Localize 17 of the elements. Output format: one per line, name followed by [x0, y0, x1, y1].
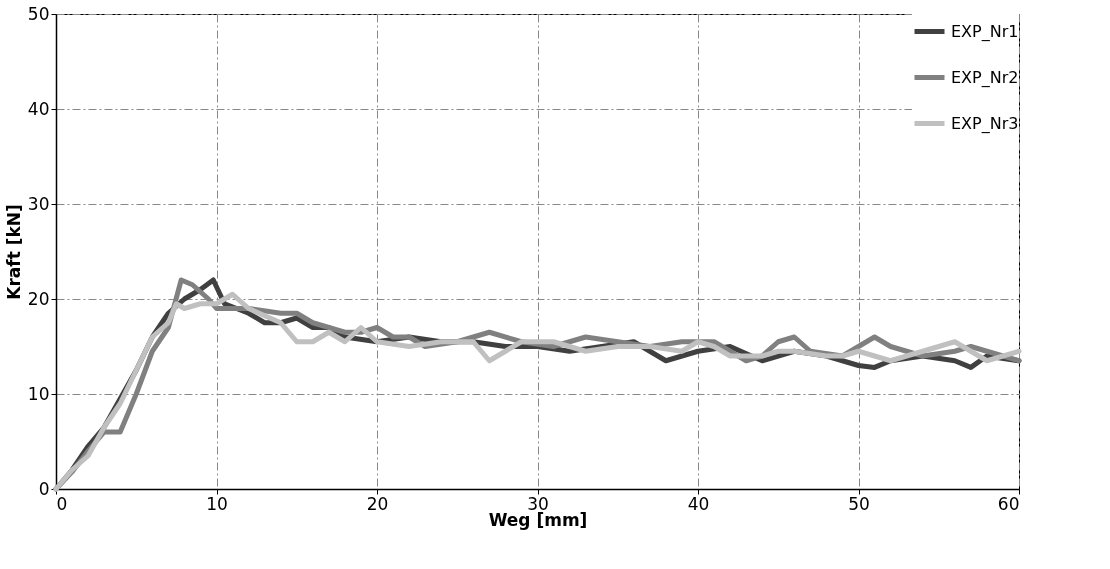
y-tick-label: 40: [27, 98, 50, 119]
y-tick-label: 30: [27, 193, 50, 214]
x-tick-label: 0: [56, 493, 68, 514]
x-tick-label: 20: [366, 493, 389, 514]
x-tick-label: 10: [206, 493, 228, 514]
y-tick-label: 50: [27, 3, 50, 24]
x-axis-title: Weg [mm]: [488, 509, 588, 530]
y-axis-title: Kraft [kN]: [3, 204, 24, 300]
legend-label: EXP_Nr3: [951, 113, 1019, 134]
legend-label: EXP_Nr2: [951, 67, 1019, 88]
legend-label: EXP_Nr1: [951, 21, 1019, 42]
x-tick-label: 50: [848, 493, 870, 514]
x-tick-label: 60: [997, 493, 1020, 514]
y-tick-label: 0: [38, 478, 50, 499]
y-tick-label: 10: [27, 383, 50, 404]
x-tick-label: 40: [687, 493, 710, 514]
y-tick-label: 20: [27, 288, 50, 309]
